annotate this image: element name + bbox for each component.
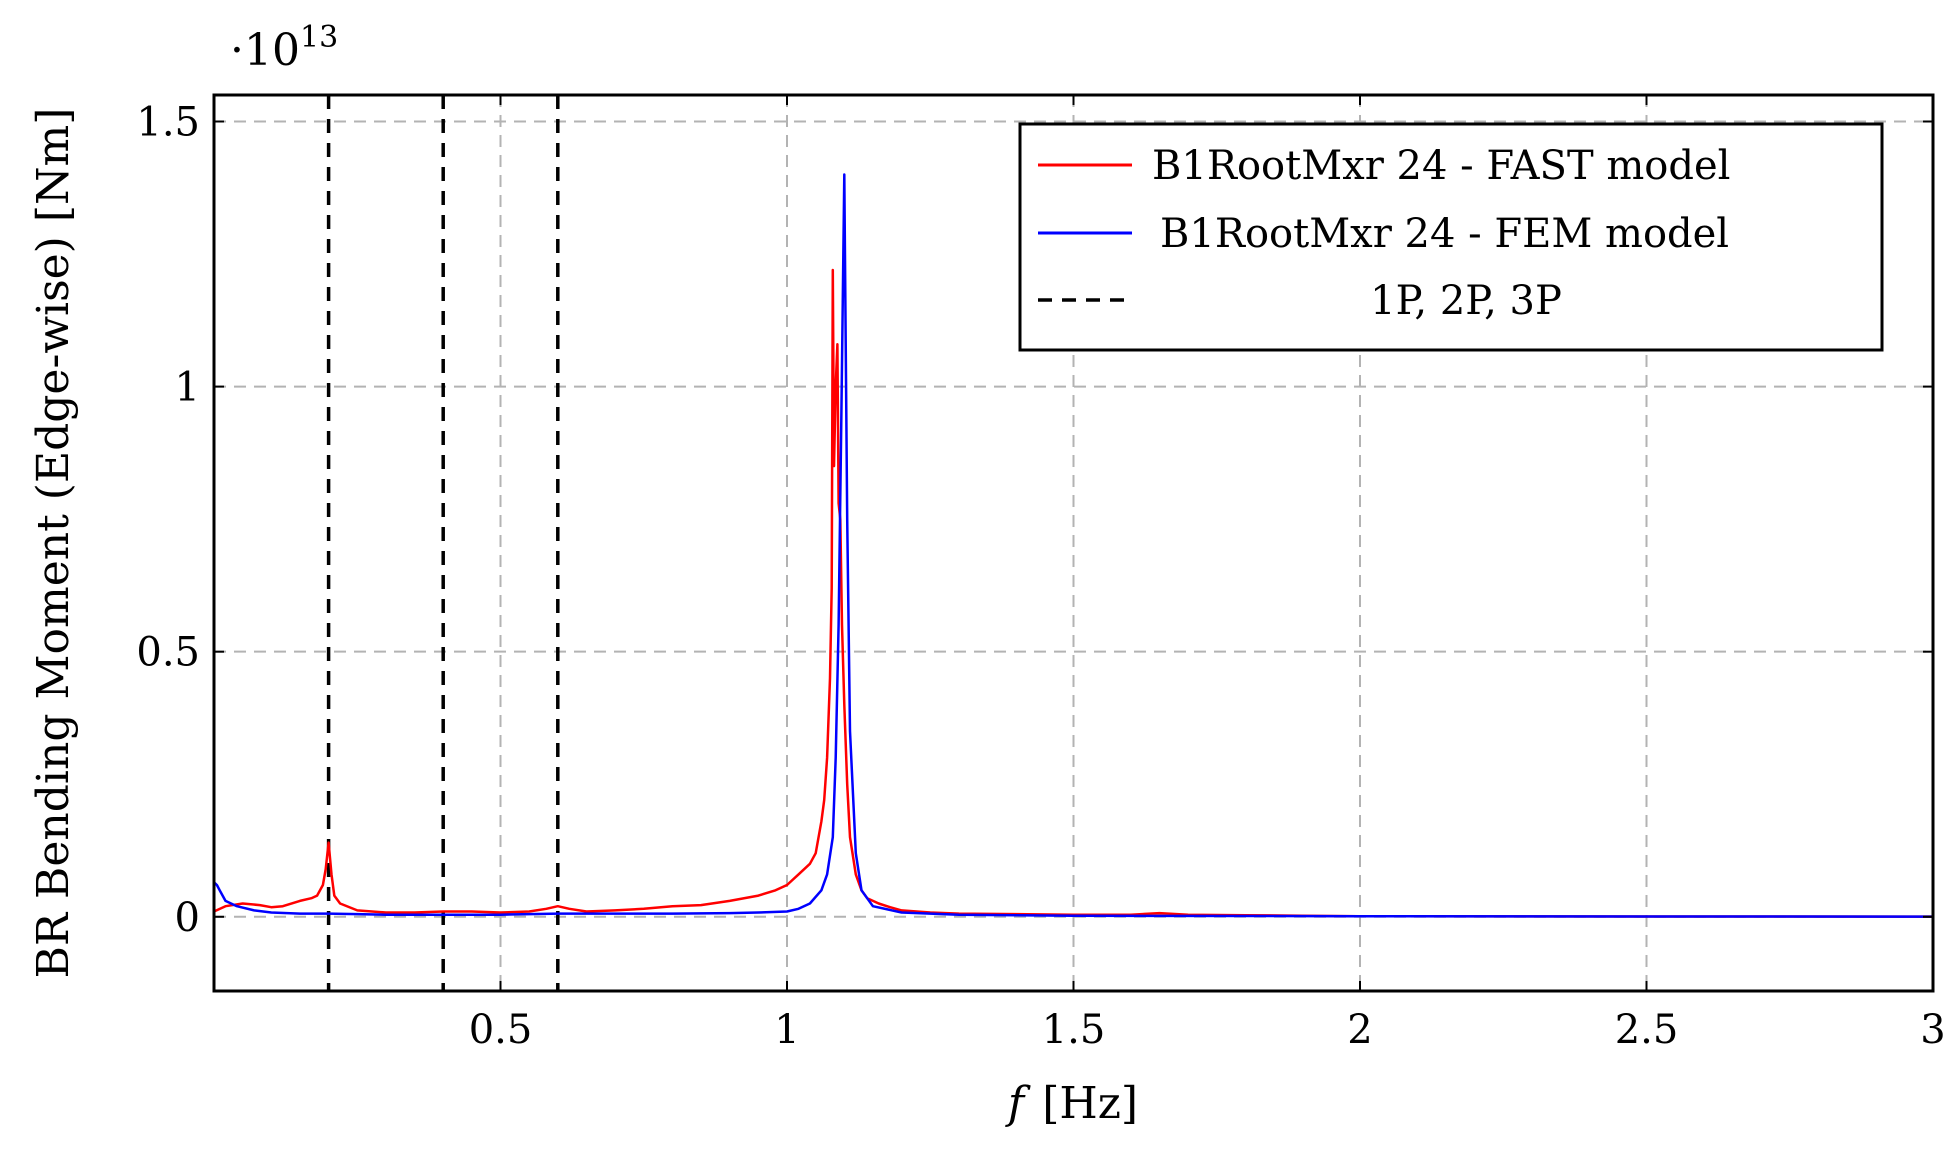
legend: B1RootMxr 24 - FAST model B1RootMxr 24 -…: [1018, 122, 1884, 352]
y-scale-base: ·10: [230, 25, 300, 76]
series-group: [213, 173, 1934, 918]
series-line-fem: [213, 173, 1934, 918]
y-tick-label: 0: [175, 895, 200, 941]
x-tick-label: 0.5: [469, 1007, 533, 1053]
x-tick-label: 2: [1347, 1007, 1372, 1053]
y-scale-label: ·1013: [230, 20, 338, 76]
x-tick-labels: 0.5 1 1.5 2 2.5 3: [469, 95, 1946, 1053]
x-axis-label: f [Hz]: [1005, 1078, 1138, 1129]
y-tick-label: 1: [175, 365, 200, 411]
legend-label-reference: 1P, 2P, 3P: [1370, 278, 1562, 324]
legend-label-fem: B1RootMxr 24 - FEM model: [1160, 211, 1729, 257]
series-line-fast: [213, 268, 1934, 918]
x-axis-unit: [Hz]: [1042, 1078, 1138, 1129]
y-tick-label: 0.5: [136, 630, 200, 676]
legend-label-fast: B1RootMxr 24 - FAST model: [1152, 143, 1730, 189]
x-tick-label: 3: [1920, 1007, 1945, 1053]
x-tick-label: 1: [774, 1007, 799, 1053]
x-tick-label: 1.5: [1042, 1007, 1106, 1053]
x-tick-label: 2.5: [1615, 1007, 1679, 1053]
y-axis-label: BR Bending Moment (Edge-wise) [Nm]: [28, 108, 79, 979]
y-tick-label: 1.5: [136, 100, 200, 146]
y-tick-labels: 0 0.5 1 1.5: [136, 100, 1933, 941]
legend-box: [1018, 122, 1884, 352]
y-scale-exponent: 13: [300, 20, 338, 55]
